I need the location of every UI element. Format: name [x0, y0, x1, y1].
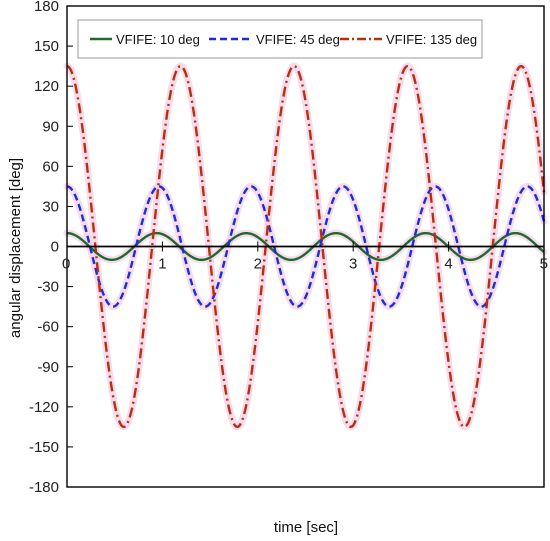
y-axis-label: angular displacement [deg]	[7, 158, 24, 338]
legend-label-45deg: VFIFE: 45 deg	[256, 32, 340, 47]
x-axis-label: time [sec]	[274, 519, 338, 536]
series-vfife-135-deg-halo	[63, 62, 548, 431]
legend-label-10deg: VFIFE: 10 deg	[116, 32, 200, 47]
legend-box	[77, 19, 483, 59]
y-tick-label: -120	[29, 399, 59, 416]
y-tick-label: -60	[37, 319, 59, 336]
y-tick-label: 180	[34, 0, 59, 15]
y-tick-label: 120	[34, 78, 59, 95]
y-tick-label: -180	[29, 479, 59, 496]
y-tick-label: 30	[42, 198, 59, 215]
x-tick-label: 4	[444, 256, 452, 273]
x-tick-label: 3	[349, 256, 357, 273]
x-tick-label: 0	[62, 256, 70, 273]
series-vfife-10-deg-line	[66, 231, 545, 262]
x-tick-label: 5	[540, 256, 548, 273]
y-tick-label: -30	[37, 279, 59, 296]
y-tick-label: -90	[37, 359, 59, 376]
y-tick-label: 0	[51, 239, 59, 256]
x-tick-label: 2	[254, 256, 262, 273]
legend: VFIFE: 10 deg VFIFE: 45 deg VFIFE: 135 d…	[77, 19, 483, 59]
series-layer	[66, 64, 546, 429]
y-tick-label: 60	[42, 158, 59, 175]
y-tick-label: 90	[42, 118, 59, 135]
series-vfife-45-deg-line	[66, 185, 546, 308]
legend-label-135deg: VFIFE: 135 deg	[386, 32, 477, 47]
y-tick-label: -150	[29, 439, 59, 456]
x-tick-label: 1	[158, 256, 166, 273]
y-tick-label: 150	[34, 38, 59, 55]
